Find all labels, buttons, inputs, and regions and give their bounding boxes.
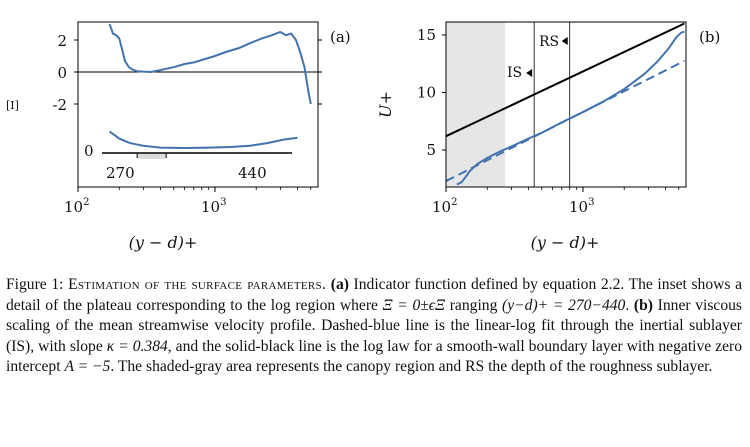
inset-high-label: 440 xyxy=(238,164,267,182)
panel-a-frame xyxy=(77,21,319,188)
caption-b-text: , and the solid-black line is the log la… xyxy=(6,337,743,376)
panel-b: IS RS 15 10 5 U+ 102 103 (y − d)+ (b) xyxy=(376,21,720,252)
x-tick-label-b: 103 xyxy=(569,197,594,216)
canopy-shaded-region xyxy=(446,22,506,187)
y-axis-label-a: [I] xyxy=(6,99,19,112)
y-tick-label-a: -2 xyxy=(52,96,67,114)
x-minor-ticks-b xyxy=(486,187,680,190)
rs-marker xyxy=(561,37,568,45)
y-tick-label-b: 15 xyxy=(417,26,436,44)
y-tick-label-a: 2 xyxy=(57,32,67,50)
y-tick-label-b: 10 xyxy=(417,84,436,102)
velocity-profile-line xyxy=(456,30,685,186)
x-minor-ticks-a xyxy=(118,187,312,190)
x-tick-label-a: 102 xyxy=(64,197,89,216)
caption-b-text: . The shaded-gray area represents the ca… xyxy=(110,358,713,376)
caption-b-label: (b) xyxy=(633,296,653,314)
x-tick-label-b: 102 xyxy=(432,197,457,216)
panel-b-frame xyxy=(445,21,687,188)
y-ticks-b xyxy=(442,34,446,151)
y-axis-label-b: U+ xyxy=(376,91,395,118)
inset-low-label: 270 xyxy=(106,164,135,182)
caption-a-text: Indicator function defined by equation 2… xyxy=(6,276,743,314)
panel-a: 2 0 -2 [I] 102 103 (y − d)+ (a) 0 270 44… xyxy=(6,21,351,252)
y-tick-label-a: 0 xyxy=(57,64,67,82)
figure-caption: Figure 1: Estimation of the surface para… xyxy=(6,275,742,378)
x-tick-label-a: 103 xyxy=(201,197,226,216)
panel-a-label: (a) xyxy=(330,28,351,46)
caption-kappa-expr: κ = 0.384 xyxy=(106,337,168,355)
caption-a-label: (a) xyxy=(330,276,349,293)
inset-zero-label: 0 xyxy=(84,142,94,160)
caption-xi-expr: Ξ = 0±ϵΞ xyxy=(382,296,446,314)
indicator-curve xyxy=(108,23,312,105)
caption-a-expr: A = −5 xyxy=(64,358,111,376)
inset-curve xyxy=(108,130,298,149)
x-axis-label-b: (y − d)+ xyxy=(531,233,600,252)
caption-a-text: . xyxy=(625,296,634,314)
figure: 2 0 -2 [I] 102 103 (y − d)+ (a) 0 270 44… xyxy=(6,21,720,252)
caption-range-expr: (y−d)+ = 270−440 xyxy=(502,296,626,314)
rs-label: RS xyxy=(539,34,559,50)
panel-b-label: (b) xyxy=(699,28,720,46)
log-law-line xyxy=(445,22,685,138)
inset-shaded-range xyxy=(137,153,167,159)
caption-title: Estimation of the surface parameters. xyxy=(68,276,327,293)
caption-a-text: ranging xyxy=(445,296,503,314)
caption-figure-label: Figure 1: xyxy=(6,276,69,293)
x-axis-label-a: (y − d)+ xyxy=(129,233,198,252)
y-tick-label-b: 5 xyxy=(426,141,436,159)
inset: 0 270 440 xyxy=(84,130,298,182)
is-marker xyxy=(526,69,533,77)
caption-b-text: Inner viscous scaling of the mean stream… xyxy=(6,296,743,355)
is-label: IS xyxy=(507,65,522,81)
